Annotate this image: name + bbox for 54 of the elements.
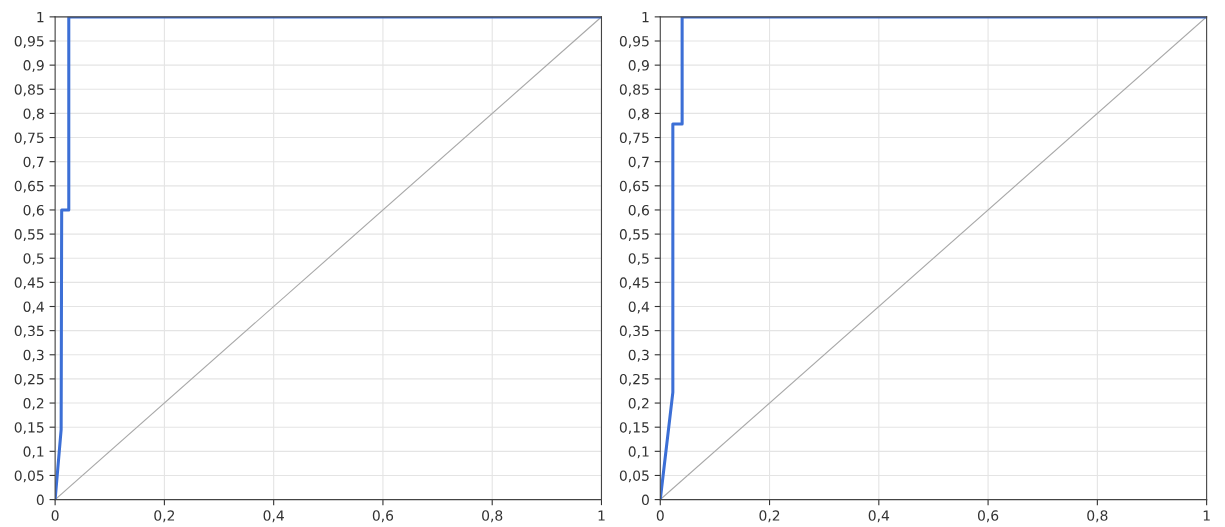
y-tick-label: 0,05 <box>14 470 44 483</box>
y-tick-label: 0,6 <box>628 204 649 217</box>
y-tick-label: 0,8 <box>23 108 44 121</box>
y-tick-label: 0,2 <box>628 398 649 410</box>
y-tick-label: 0,1 <box>23 446 44 459</box>
y-tick-label: 0,85 <box>619 84 649 97</box>
y-tick-label: 0,5 <box>23 253 44 266</box>
y-tick-label: 0,55 <box>14 229 44 241</box>
y-tick-label: 0,25 <box>619 373 649 386</box>
y-tick-label: 0,65 <box>14 180 44 193</box>
y-tick-label: 0,1 <box>628 446 649 459</box>
x-tick-label: 0,8 <box>1087 510 1108 523</box>
x-tick-label: 1 <box>1203 510 1210 521</box>
y-tick-label: 0,55 <box>619 229 649 241</box>
y-tick-label: 0,3 <box>23 349 44 362</box>
y-tick-label: 0,65 <box>619 180 649 193</box>
y-tick-label: 0,3 <box>628 349 649 362</box>
y-tick-label: 0,2 <box>23 398 44 410</box>
y-tick-label: 0 <box>36 494 44 506</box>
x-tick-label: 1 <box>598 510 605 521</box>
y-tick-label: 0,85 <box>14 84 44 97</box>
x-tick-label: 0,6 <box>977 510 999 523</box>
x-tick-label: 0 <box>51 510 59 521</box>
x-tick-label: 0,6 <box>372 510 394 523</box>
y-tick-label: 0,95 <box>14 35 44 48</box>
y-tick-label: 0,15 <box>619 422 649 435</box>
x-tick-label: 0,2 <box>759 510 780 523</box>
y-tick-label: 0,25 <box>14 373 44 386</box>
x-tick-label: 0,4 <box>263 510 284 523</box>
y-tick-label: 0,7 <box>23 156 44 169</box>
y-tick-label: 0,35 <box>619 325 649 338</box>
y-tick-label: 0,45 <box>619 277 649 290</box>
y-tick-label: 0,6 <box>23 204 44 217</box>
x-tick-label: 0 <box>656 510 664 521</box>
y-tick-label: 0,75 <box>619 132 649 145</box>
x-tick-label: 0,2 <box>154 510 175 523</box>
x-tick-label: 0,4 <box>868 510 890 523</box>
y-tick-label: 0,4 <box>628 301 650 314</box>
y-tick-label: 0,95 <box>619 35 649 48</box>
x-tick-label: 0,8 <box>482 510 503 523</box>
y-tick-label: 0,5 <box>628 253 649 266</box>
y-tick-label: 1 <box>642 12 649 23</box>
y-tick-label: 0,75 <box>14 132 44 145</box>
y-tick-label: 0,15 <box>14 422 44 435</box>
y-tick-label: 0,05 <box>619 470 649 483</box>
y-tick-label: 0,9 <box>23 60 44 73</box>
y-tick-label: 0,45 <box>14 277 44 290</box>
y-tick-label: 0,8 <box>628 108 649 121</box>
y-tick-label: 0,9 <box>628 60 649 73</box>
y-tick-label: 0,35 <box>14 325 44 338</box>
y-tick-label: 0,7 <box>628 156 649 169</box>
y-tick-label: 0 <box>641 494 649 506</box>
y-tick-label: 1 <box>37 12 44 23</box>
y-tick-label: 0,4 <box>23 301 44 314</box>
